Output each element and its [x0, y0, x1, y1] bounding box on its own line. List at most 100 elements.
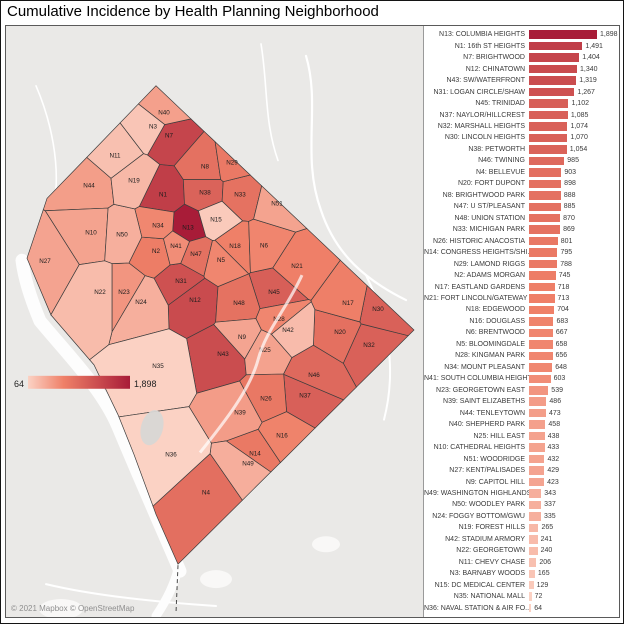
map-region-N9[interactable] — [213, 318, 262, 360]
map-region-N3[interactable] — [119, 103, 166, 156]
bar[interactable] — [529, 569, 535, 579]
map-region-label: N20 — [334, 329, 346, 336]
bar[interactable] — [529, 477, 545, 487]
bar-track: 898 — [529, 179, 617, 189]
bar[interactable] — [529, 328, 553, 338]
bar-row: N43: SW/WATERFRONT 1,319 — [424, 75, 617, 86]
map-region-label: N51 — [271, 200, 283, 207]
bar-row: N3: BARNABY WOODS 165 — [424, 568, 617, 579]
bar[interactable] — [529, 558, 537, 567]
map-region-label: N46 — [308, 372, 320, 379]
bar[interactable] — [529, 271, 556, 280]
bar-label: N13: COLUMBIA HEIGHTS — [439, 31, 525, 39]
map-region-N42[interactable] — [270, 301, 316, 359]
bar-row: N39: SAINT ELIZABETHS 486 — [424, 396, 617, 407]
map-region-N41[interactable] — [163, 230, 190, 266]
map-region-N8[interactable] — [173, 130, 222, 180]
bar[interactable] — [529, 76, 577, 85]
bar[interactable] — [529, 592, 532, 601]
bar-label: N4: BELLEVUE — [475, 168, 525, 176]
bar-track: 704 — [529, 305, 617, 315]
map-region-N15[interactable] — [197, 200, 244, 241]
dashboard-content: N13 N1 N7 N12 N43 N31 N45 N37 N32 N30 N38 N46 N4 N20 N… — [5, 25, 620, 618]
bar[interactable] — [529, 64, 577, 74]
bar[interactable] — [529, 305, 555, 315]
bar[interactable] — [529, 386, 549, 395]
bar-label: N42: STADIUM ARMORY — [445, 535, 525, 543]
bar[interactable] — [529, 99, 569, 108]
bar[interactable] — [529, 30, 597, 39]
map-region-label: N39 — [234, 410, 246, 417]
legend-gradient-bar — [28, 375, 130, 389]
bar-value: 433 — [547, 444, 560, 452]
bar[interactable] — [529, 225, 561, 234]
bar-track: 423 — [529, 477, 617, 487]
bar-row: N51: WOODRIDGE 432 — [424, 453, 617, 464]
bar[interactable] — [529, 523, 539, 533]
bar-label: N2: ADAMS MORGAN — [454, 272, 525, 280]
bar[interactable] — [529, 41, 583, 51]
bar-row: N33: MICHIGAN PARK 869 — [424, 224, 617, 235]
bar[interactable] — [529, 489, 542, 498]
bar-label: N40: SHEPHERD PARK — [448, 421, 525, 429]
map-region-label: N22 — [94, 289, 106, 296]
map-region-label: N43 — [217, 351, 229, 358]
bar[interactable] — [529, 122, 568, 131]
bar-label: N15: DC MEDICAL CENTER — [434, 581, 525, 589]
bar[interactable] — [529, 500, 542, 510]
bar-track: 429 — [529, 466, 617, 475]
bar[interactable] — [529, 236, 558, 246]
bar[interactable] — [529, 53, 580, 62]
map-region-N29[interactable] — [214, 140, 251, 183]
bar[interactable] — [529, 248, 558, 257]
bar-track: 885 — [529, 202, 617, 212]
bar[interactable] — [529, 363, 553, 372]
bar[interactable] — [529, 213, 561, 223]
bar[interactable] — [529, 179, 562, 189]
bar[interactable] — [529, 156, 565, 166]
bar-value: 335 — [544, 512, 556, 520]
bar-label: N24: FOGGY BOTTOM/GWU — [432, 512, 525, 520]
bar-track: 64 — [529, 603, 617, 613]
map-regions — [26, 85, 415, 565]
bar[interactable] — [529, 546, 538, 556]
bar[interactable] — [529, 431, 545, 441]
bar[interactable] — [529, 512, 541, 521]
bar[interactable] — [529, 282, 555, 292]
bar[interactable] — [529, 420, 546, 429]
bar[interactable] — [529, 294, 555, 303]
bar[interactable] — [529, 340, 553, 349]
bar[interactable] — [529, 443, 545, 452]
bar[interactable] — [529, 603, 532, 613]
bar-row: N9: CAPITOL HILL 423 — [424, 476, 617, 487]
bar[interactable] — [529, 202, 561, 212]
bar[interactable] — [529, 191, 561, 200]
bar[interactable] — [529, 466, 545, 475]
bar[interactable] — [529, 87, 575, 97]
map-region-label: N37 — [299, 393, 311, 400]
bar[interactable] — [529, 110, 568, 120]
bar-row: N40: SHEPHERD PARK 458 — [424, 419, 617, 430]
bar[interactable] — [529, 133, 568, 143]
bar[interactable] — [529, 317, 554, 326]
bar[interactable] — [529, 145, 567, 154]
bar[interactable] — [529, 168, 562, 177]
bar-row: N37: NAYLOR/HILLCREST 1,085 — [424, 109, 617, 120]
bar-value: 788 — [560, 260, 572, 268]
bar[interactable] — [529, 535, 538, 544]
bar[interactable] — [529, 259, 558, 269]
map-region-N22[interactable] — [50, 260, 113, 361]
bar[interactable] — [529, 408, 546, 418]
bar-track: 432 — [529, 454, 617, 464]
bar[interactable] — [529, 374, 551, 384]
bar[interactable] — [529, 580, 534, 590]
bar[interactable] — [529, 397, 547, 406]
bar-label: N46: TWINING — [478, 157, 525, 165]
map-region-N35[interactable] — [89, 328, 198, 418]
bar[interactable] — [529, 454, 545, 464]
bar-track: 870 — [529, 213, 617, 223]
bar-track: 265 — [529, 523, 617, 533]
bar[interactable] — [529, 351, 553, 361]
bar-row: N11: CHEVY CHASE 206 — [424, 557, 617, 568]
map-region-N51[interactable] — [253, 185, 308, 233]
